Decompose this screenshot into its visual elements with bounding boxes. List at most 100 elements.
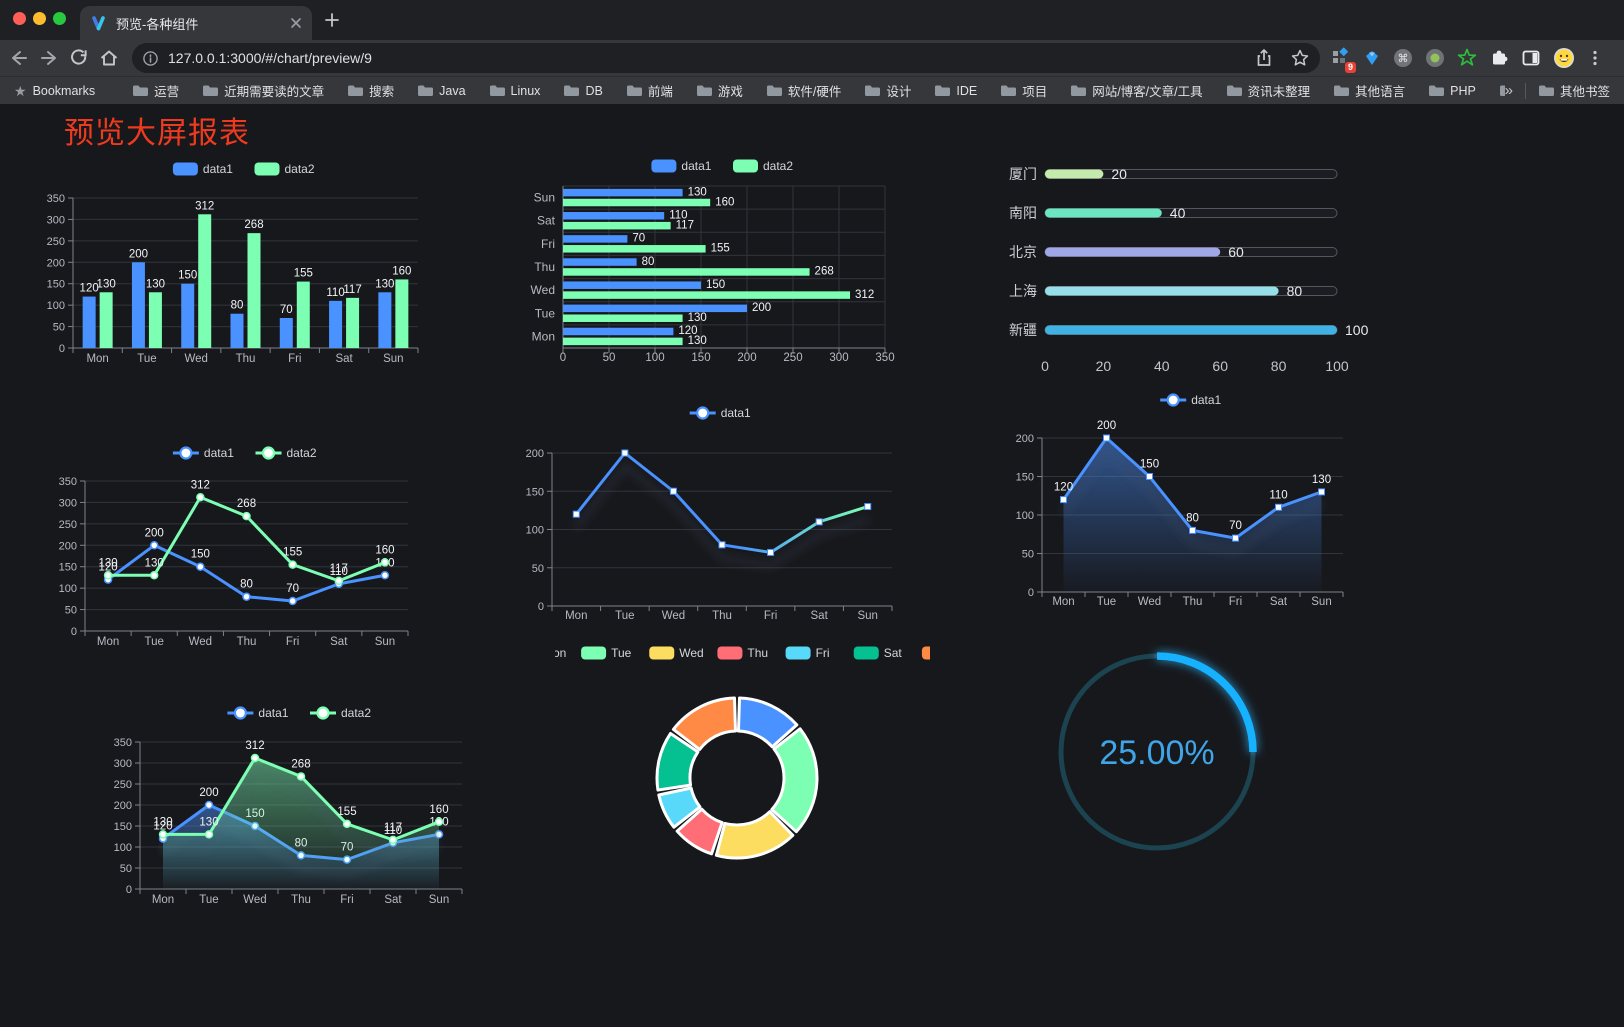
svg-text:268: 268 bbox=[244, 219, 263, 231]
bookmark-folder[interactable]: Linux bbox=[489, 84, 540, 98]
svg-text:200: 200 bbox=[752, 302, 771, 314]
share-button[interactable] bbox=[1254, 48, 1274, 68]
minimize-window-button[interactable] bbox=[33, 12, 46, 25]
chart-area-single[interactable]: data1 0 50 100 150 200 Mon Tue Wed Thu Fri Sat Sun 12… bbox=[985, 390, 1385, 618]
svg-text:312: 312 bbox=[245, 740, 264, 752]
side-panel-button[interactable] bbox=[1520, 47, 1542, 69]
bookmark-folder[interactable]: 游戏 bbox=[696, 81, 743, 100]
bookmark-folder[interactable]: PHP bbox=[1428, 84, 1476, 98]
bookmark-folder[interactable]: 前端 bbox=[626, 81, 673, 100]
other-bookmarks-folder[interactable]: 其他书签 bbox=[1538, 81, 1610, 100]
svg-text:北京: 北京 bbox=[1009, 244, 1037, 260]
bookmark-folder[interactable]: 其他语言 bbox=[1333, 81, 1405, 100]
svg-text:130: 130 bbox=[199, 816, 218, 828]
svg-text:130: 130 bbox=[97, 278, 116, 290]
extension-gem[interactable] bbox=[1362, 48, 1382, 68]
folder-icon bbox=[348, 85, 364, 96]
close-window-button[interactable] bbox=[13, 12, 26, 25]
chart-grouped-bar[interactable]: data1 data2 0 50 100 150 200 250 300 350 120 130 200… bbox=[40, 150, 460, 372]
svg-text:80: 80 bbox=[1271, 358, 1287, 374]
extension-recorder[interactable] bbox=[1424, 47, 1446, 69]
svg-text:Mon: Mon bbox=[152, 894, 174, 906]
chart-line-gradient[interactable]: data1 0 50 100 150 200 Mon Tue Wed Thu Fri Sat Sun bbox=[505, 400, 897, 628]
svg-text:data1: data1 bbox=[1191, 393, 1221, 407]
address-bar[interactable]: 127.0.0.1:3000/#/chart/preview/9 bbox=[132, 43, 1320, 73]
bookmark-folder[interactable]: 设计 bbox=[864, 81, 911, 100]
svg-text:312: 312 bbox=[191, 479, 210, 491]
svg-text:Mon: Mon bbox=[555, 646, 566, 660]
home-button[interactable] bbox=[98, 47, 120, 69]
bookmark-folder[interactable]: 近期需要读的文章 bbox=[202, 81, 324, 100]
svg-text:268: 268 bbox=[237, 498, 256, 510]
new-tab-button[interactable] bbox=[324, 12, 340, 28]
svg-text:50: 50 bbox=[53, 322, 65, 334]
zoom-window-button[interactable] bbox=[53, 12, 66, 25]
extension-command[interactable]: ⌘ bbox=[1392, 47, 1414, 69]
svg-text:120: 120 bbox=[98, 562, 117, 574]
bookmark-folder[interactable]: 项目 bbox=[1000, 81, 1047, 100]
svg-text:350: 350 bbox=[59, 476, 77, 488]
puzzle-icon bbox=[1493, 50, 1508, 65]
svg-text:Sat: Sat bbox=[537, 214, 556, 228]
svg-text:350: 350 bbox=[114, 737, 132, 749]
svg-text:Wed: Wed bbox=[531, 283, 555, 297]
star-icon bbox=[1291, 49, 1309, 66]
folder-icon bbox=[564, 85, 580, 96]
svg-text:160: 160 bbox=[392, 265, 411, 277]
svg-text:⌘: ⌘ bbox=[1398, 53, 1409, 65]
extension-tampermonkey[interactable]: 9 bbox=[1330, 47, 1356, 73]
bookmark-folder[interactable]: Java bbox=[417, 84, 466, 98]
svg-text:上海: 上海 bbox=[1009, 283, 1037, 299]
chart-line-two-series[interactable]: data1 data2 0 50 100 150 200 250 300 350 Mon Tue Wed… bbox=[45, 428, 430, 660]
svg-text:120: 120 bbox=[153, 821, 172, 833]
forward-button[interactable] bbox=[38, 47, 60, 69]
svg-text:Wed: Wed bbox=[1138, 596, 1161, 608]
svg-text:Sat: Sat bbox=[335, 353, 353, 365]
svg-text:200: 200 bbox=[199, 787, 218, 799]
svg-text:40: 40 bbox=[1154, 358, 1170, 374]
chart-progress-bars[interactable]: 厦门 20 南阳 40 北京 60 上海 80 新疆 100 0 20 40 60 80 100 bbox=[995, 158, 1387, 380]
reload-button[interactable] bbox=[68, 47, 90, 69]
chart-gauge[interactable]: 25.00% bbox=[1048, 645, 1266, 863]
bookmark-folder[interactable]: 网站/博客/文章/工具 bbox=[1070, 81, 1203, 100]
bookmark-folder[interactable]: 运营 bbox=[132, 81, 179, 100]
svg-text:Sun: Sun bbox=[383, 353, 403, 365]
folder-icon bbox=[1538, 85, 1554, 96]
svg-text:Sun: Sun bbox=[429, 894, 449, 906]
chart-area-two-series[interactable]: data1 data2 0 50 100 150 200 250 300 350 Mon Tue Wed… bbox=[100, 688, 485, 920]
svg-text:80: 80 bbox=[1287, 283, 1303, 299]
bookmark-folder[interactable]: 搜索 bbox=[347, 81, 394, 100]
svg-text:Wed: Wed bbox=[662, 610, 685, 622]
bookmarks-label: Bookmarks bbox=[32, 83, 96, 98]
chart-horizontal-bar[interactable]: data1 data2 0 50 100 150 200 250 300 350 Sun 130 160… bbox=[505, 153, 897, 373]
svg-text:Wed: Wed bbox=[189, 636, 212, 648]
extension-evernote[interactable] bbox=[1456, 47, 1478, 69]
bookmark-page-button[interactable] bbox=[1290, 48, 1310, 68]
profile-avatar[interactable] bbox=[1552, 46, 1576, 70]
svg-text:100: 100 bbox=[526, 525, 544, 537]
tab-close-icon[interactable] bbox=[290, 17, 302, 29]
svg-text:Thu: Thu bbox=[237, 636, 257, 648]
bookmark-folder[interactable]: DB bbox=[563, 84, 603, 98]
browser-tab[interactable]: 预览-各种组件 bbox=[80, 6, 312, 40]
back-button[interactable] bbox=[8, 47, 30, 69]
bookmark-folder[interactable]: IDE bbox=[934, 84, 977, 98]
svg-text:80: 80 bbox=[240, 579, 253, 591]
svg-text:Tue: Tue bbox=[199, 894, 218, 906]
svg-text:70: 70 bbox=[286, 583, 299, 595]
bookmark-folder[interactable]: 文件服务器 bbox=[1499, 81, 1505, 100]
svg-text:40: 40 bbox=[1170, 205, 1186, 221]
bookmarks-overflow-button[interactable]: » bbox=[1504, 82, 1513, 99]
site-info-icon[interactable] bbox=[142, 50, 159, 67]
extensions-menu-button[interactable] bbox=[1488, 47, 1510, 69]
bookmarks-apps-item[interactable]: ★ Bookmarks bbox=[14, 84, 95, 98]
svg-text:Tue: Tue bbox=[1097, 596, 1116, 608]
svg-text:Fri: Fri bbox=[816, 646, 830, 660]
bookmark-folder[interactable]: 软件/硬件 bbox=[766, 81, 841, 100]
browser-menu-button[interactable] bbox=[1586, 49, 1604, 67]
svg-text:150: 150 bbox=[114, 821, 132, 833]
svg-text:50: 50 bbox=[1022, 549, 1034, 561]
bookmark-folder[interactable]: 资讯未整理 bbox=[1226, 81, 1310, 100]
svg-text:312: 312 bbox=[195, 200, 214, 212]
